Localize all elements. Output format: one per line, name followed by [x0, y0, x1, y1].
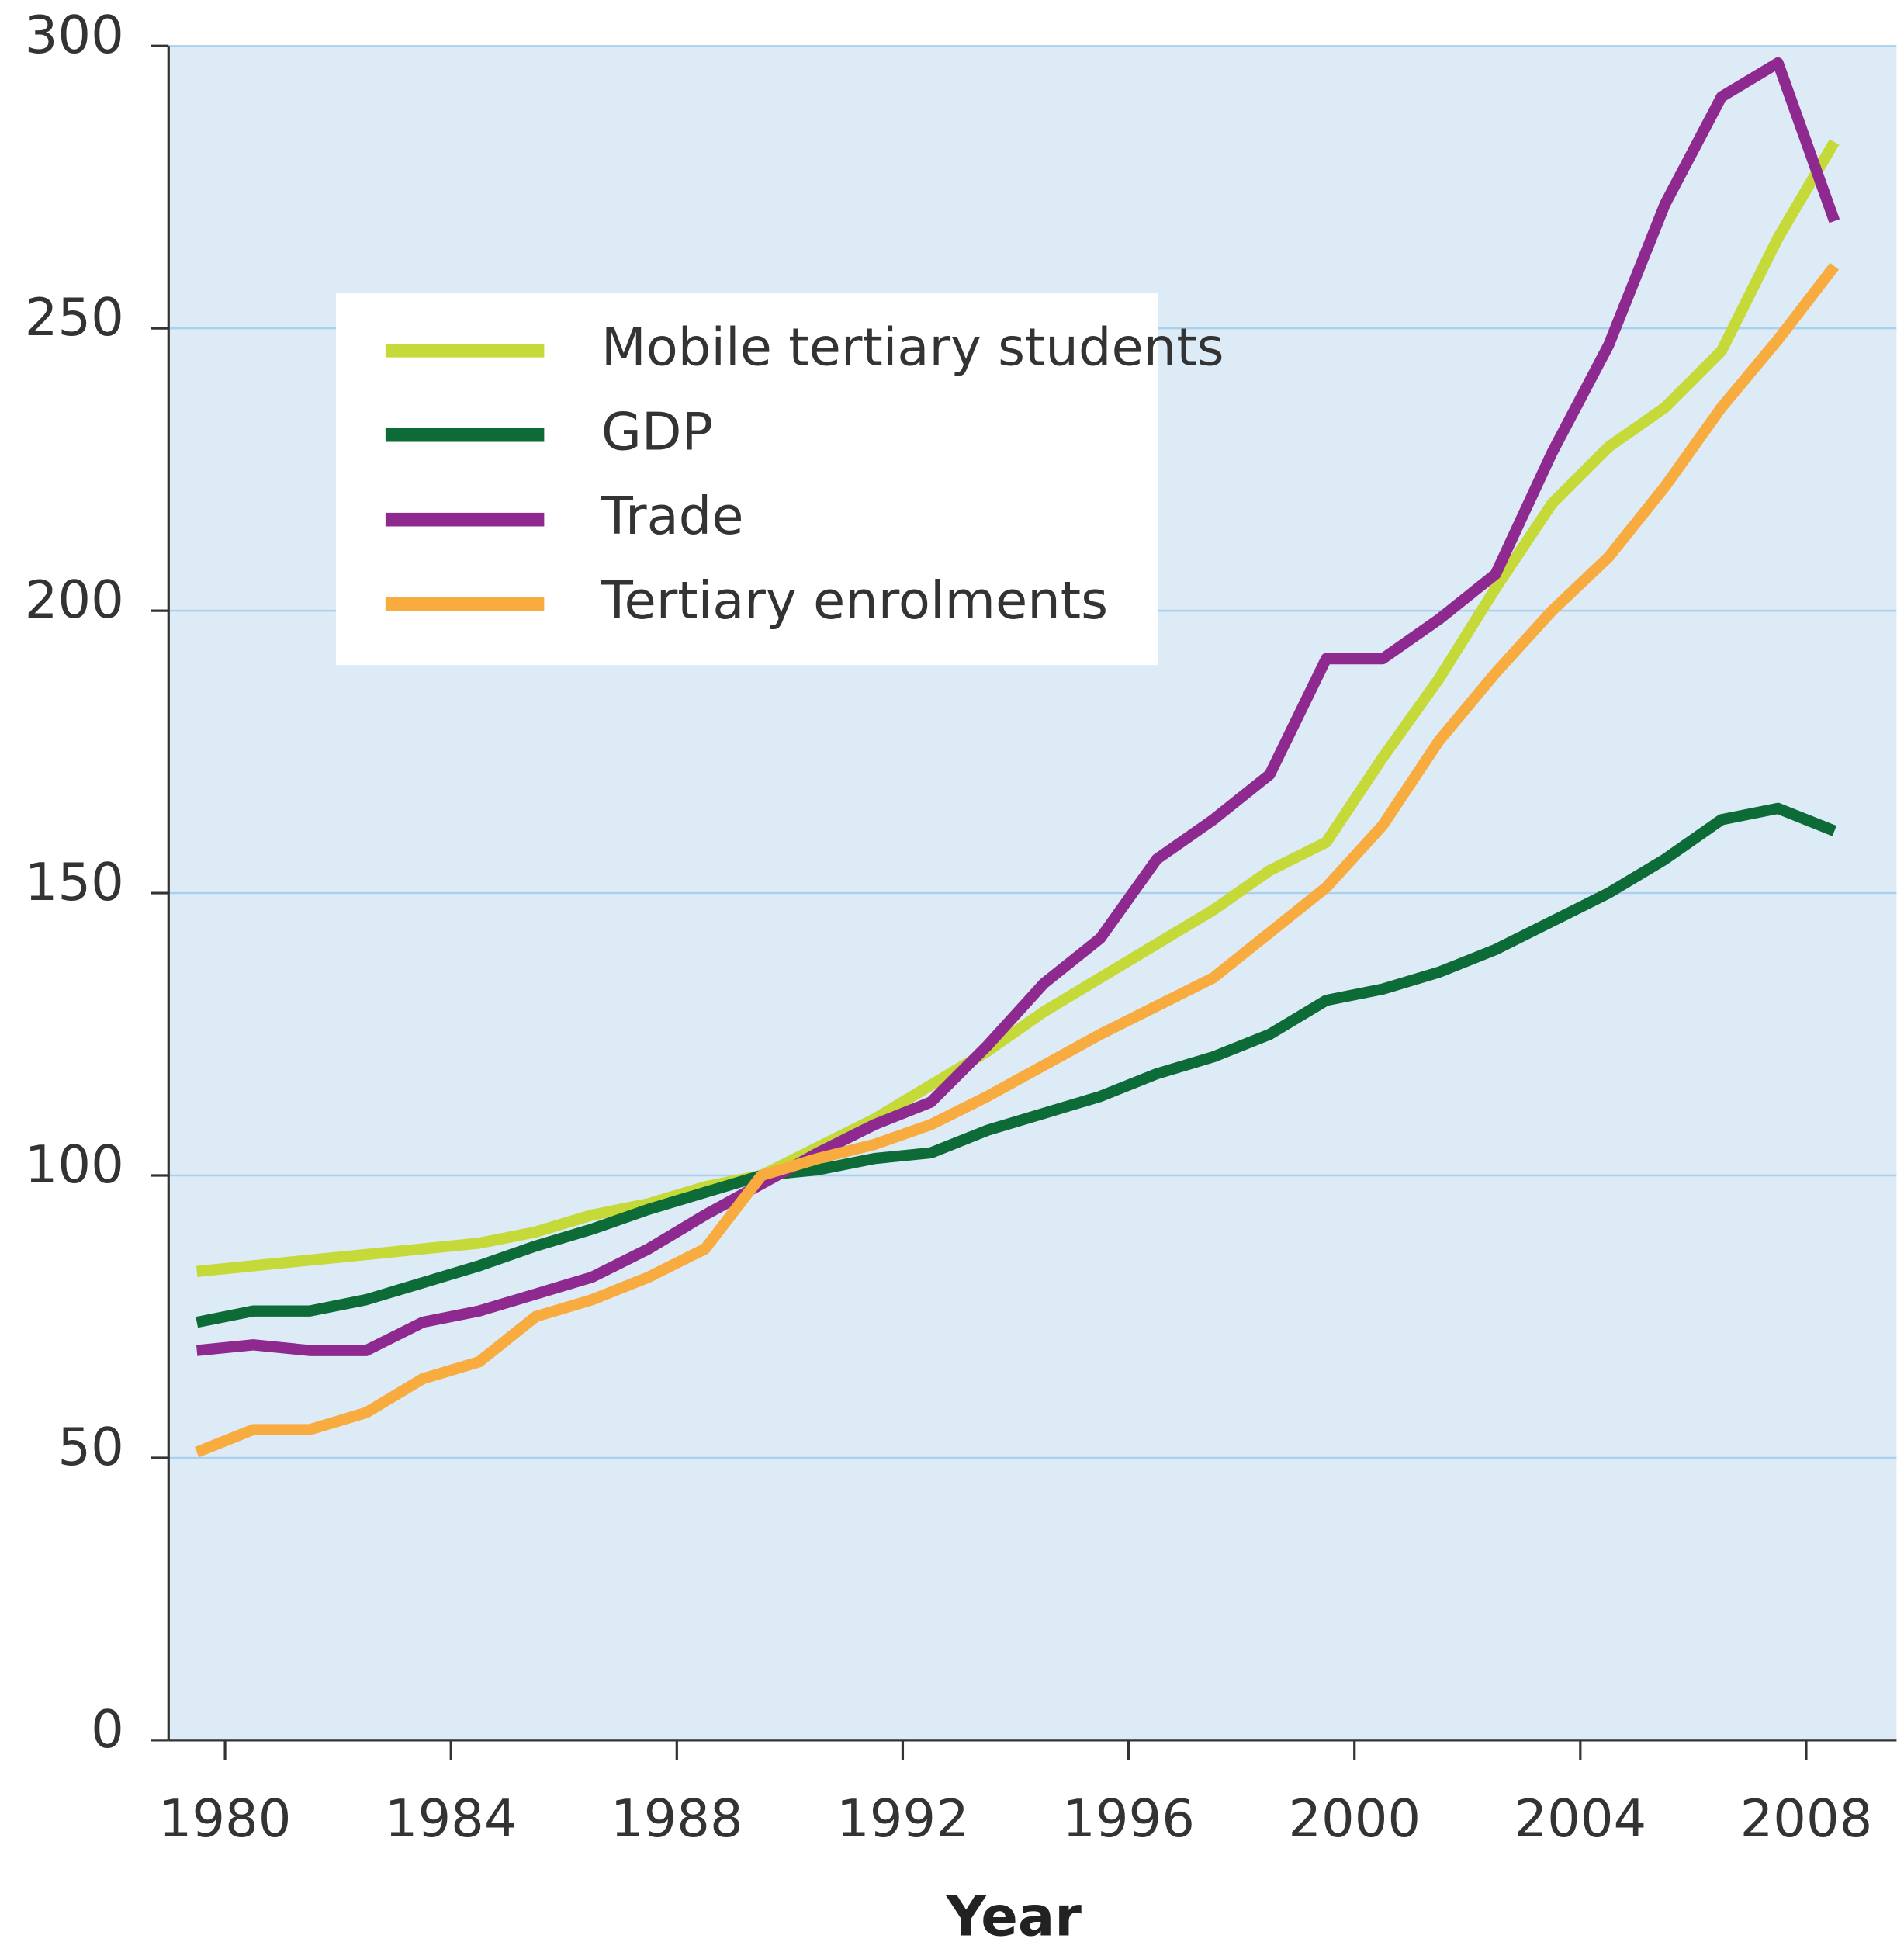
y-tick-label: 0	[91, 1699, 124, 1760]
x-tick-label: 1980	[159, 1788, 292, 1849]
y-tick-label: 50	[57, 1417, 123, 1477]
legend-label: Trade	[601, 486, 744, 546]
x-tick-label: 1988	[611, 1788, 743, 1849]
series-line	[195, 262, 1840, 1458]
y-tick-label: 150	[25, 852, 124, 912]
legend-label: GDP	[601, 401, 713, 462]
y-tick-label: 250	[25, 287, 124, 348]
x-tick-label: 2008	[1740, 1788, 1873, 1849]
x-tick-label: 2004	[1514, 1788, 1646, 1849]
y-tick-label: 100	[25, 1134, 124, 1195]
y-tick-label: 200	[25, 569, 124, 630]
x-axis-label: Year	[946, 1885, 1082, 1949]
legend-label: Tertiary enrolments	[601, 570, 1108, 631]
series-line	[196, 57, 1840, 1356]
x-tick-label: 1984	[385, 1788, 518, 1849]
series-line	[196, 139, 1840, 1277]
series-line	[196, 802, 1837, 1328]
x-tick-label: 1992	[836, 1788, 969, 1849]
x-tick-label: 1996	[1062, 1788, 1195, 1849]
x-tick-label: 2000	[1288, 1788, 1421, 1849]
y-tick-label: 300	[25, 5, 124, 65]
legend-label: Mobile tertiary students	[601, 317, 1224, 377]
